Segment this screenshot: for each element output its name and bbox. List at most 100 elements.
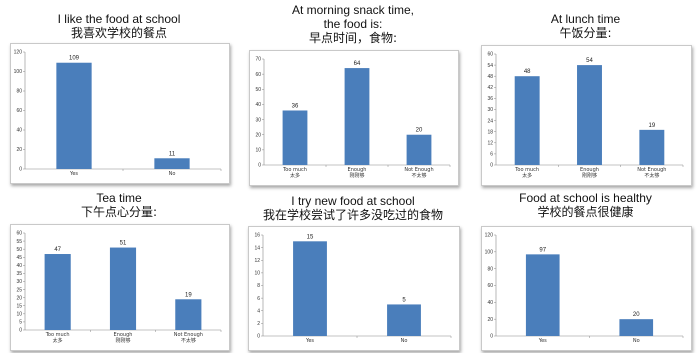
data-label: 109 — [69, 56, 80, 62]
y-tick-label: 30 — [487, 107, 493, 113]
category-label: Yes — [305, 338, 314, 344]
chart-title-line: 下午点心分量: — [80, 205, 158, 219]
bar — [44, 254, 71, 330]
y-tick-label: 120 — [14, 50, 23, 56]
chart-frame: 0 2 4 6 8 10 12 14 16 15 Yes 5 No — [248, 226, 460, 351]
data-label: 19 — [185, 292, 192, 298]
chart-panel: Food at school is healthy 学校的餐点很健康 0 20 40 60… — [479, 188, 692, 351]
chart-title-line: 午饭分量: — [559, 26, 612, 40]
chart-title-line: I try new food at school — [291, 194, 415, 208]
y-tick-label: 120 — [485, 233, 494, 239]
y-tick-label: 12 — [487, 141, 493, 147]
y-tick-label: 0 — [19, 167, 22, 173]
chart-title-line: I like the food at school — [57, 12, 181, 26]
y-tick-label: 60 — [487, 283, 493, 289]
category-label: No — [169, 171, 176, 177]
chart-title-line: 我在学校尝试了许多没吃过的食物 — [262, 208, 443, 222]
bar — [619, 319, 654, 336]
chart-svg: 0 20 40 60 80 100 120 97 Yes 20 No — [485, 233, 684, 344]
category-label: No — [401, 338, 408, 344]
y-tick-label: 5 — [19, 320, 22, 326]
category-label: 刚刚够 — [115, 337, 130, 344]
y-tick-label: 60 — [255, 72, 261, 78]
category-label: Yes — [538, 338, 547, 344]
data-label: 20 — [416, 128, 423, 134]
y-tick-label: 42 — [487, 85, 493, 91]
y-tick-label: 2 — [257, 321, 260, 327]
y-tick-label: 8 — [257, 283, 260, 289]
y-tick-label: 20 — [255, 132, 261, 138]
category-label: Too much — [45, 332, 70, 338]
category-label: Too much — [282, 167, 307, 173]
chart-svg: 0 20 40 60 80 100 120 109 Yes 11 No — [14, 50, 222, 177]
chart-panel: I try new food at school 我在学校尝试了许多没吃过的食物 0… — [244, 188, 462, 351]
data-label: 47 — [54, 247, 61, 253]
y-tick-label: 20 — [487, 317, 493, 323]
chart-frame: 0 10 20 30 40 50 60 70 36 Too much 太多 64 Enough 刚刚够 20… — [249, 50, 459, 186]
y-tick-label: 0 — [258, 163, 261, 169]
category-label: 不太够 — [411, 172, 426, 179]
category-label: 刚刚够 — [349, 172, 364, 179]
bar — [154, 158, 190, 169]
category-label: Enough — [114, 332, 133, 338]
category-label: No — [633, 338, 640, 344]
category-label: Not Enough — [637, 167, 666, 173]
y-tick-label: 0 — [490, 163, 493, 169]
y-tick-label: 10 — [254, 271, 260, 277]
y-tick-label: 12 — [254, 258, 260, 264]
data-label: 19 — [648, 123, 655, 129]
chart-frame: 0 6 12 18 24 30 36 42 48 54 60 48 Too much 太多 54 Enough… — [481, 45, 692, 186]
chart-title-line: 我喜欢学校的餐点 — [70, 26, 167, 40]
chart-panel: At morning snack time, the food is: 早点时间，食… — [244, 0, 462, 186]
y-tick-label: 24 — [487, 118, 493, 124]
category-label: Too much — [514, 167, 539, 173]
bar — [639, 129, 665, 165]
y-tick-label: 0 — [19, 328, 22, 334]
bar — [406, 134, 432, 165]
y-tick-label: 60 — [16, 231, 22, 237]
y-tick-label: 25 — [16, 287, 22, 293]
chart-title: I like the food at school 我喜欢学校的餐点 — [8, 12, 230, 40]
chart-title: I try new food at school 我在学校尝试了许多没吃过的食物 — [244, 194, 462, 222]
y-tick-label: 16 — [254, 233, 260, 239]
chart-frame: 0 20 40 60 80 100 120 97 Yes 20 No — [481, 226, 692, 351]
y-tick-label: 6 — [257, 296, 260, 302]
y-tick-label: 50 — [16, 247, 22, 253]
y-tick-label: 40 — [16, 263, 22, 269]
bar — [56, 62, 92, 169]
y-tick-label: 50 — [255, 87, 261, 93]
chart-title-line: Food at school is healthy — [519, 191, 652, 205]
y-tick-label: 20 — [16, 295, 22, 301]
chart-title-line: 早点时间，食物: — [308, 31, 398, 45]
bar — [344, 68, 370, 165]
category-label: Not Enough — [404, 167, 433, 173]
y-tick-label: 36 — [487, 96, 493, 102]
y-tick-label: 80 — [487, 266, 493, 272]
chart-title: Food at school is healthy 学校的餐点很健康 — [479, 191, 692, 219]
y-tick-label: 100 — [485, 250, 494, 256]
data-label: 5 — [402, 297, 406, 303]
y-tick-label: 35 — [16, 271, 22, 277]
y-tick-label: 18 — [487, 129, 493, 135]
data-label: 20 — [633, 312, 640, 318]
category-label: 太多 — [53, 337, 63, 344]
category-label: 不太够 — [181, 337, 196, 344]
y-tick-label: 0 — [257, 334, 260, 340]
category-label: Not Enough — [174, 332, 203, 338]
chart-title: At lunch time 午饭分量: — [479, 12, 692, 40]
chart-panel: At lunch time 午饭分量: 0 6 12 18 24 30 36 42 48 54 60 48… — [479, 8, 692, 186]
y-tick-label: 70 — [255, 57, 261, 63]
bar — [293, 241, 327, 336]
chart-frame: 0 20 40 60 80 100 120 109 Yes 11 No — [10, 43, 230, 184]
bar — [514, 76, 540, 165]
y-tick-label: 0 — [490, 334, 493, 340]
bar — [525, 254, 560, 336]
category-label: 太多 — [522, 172, 532, 179]
y-tick-label: 60 — [487, 52, 493, 58]
chart-title-line: At morning snack time, — [291, 3, 415, 17]
y-tick-label: 14 — [254, 245, 260, 251]
y-tick-label: 80 — [16, 89, 22, 95]
y-tick-label: 15 — [16, 303, 22, 309]
chart-title: At morning snack time, the food is: 早点时间，食… — [244, 3, 462, 45]
